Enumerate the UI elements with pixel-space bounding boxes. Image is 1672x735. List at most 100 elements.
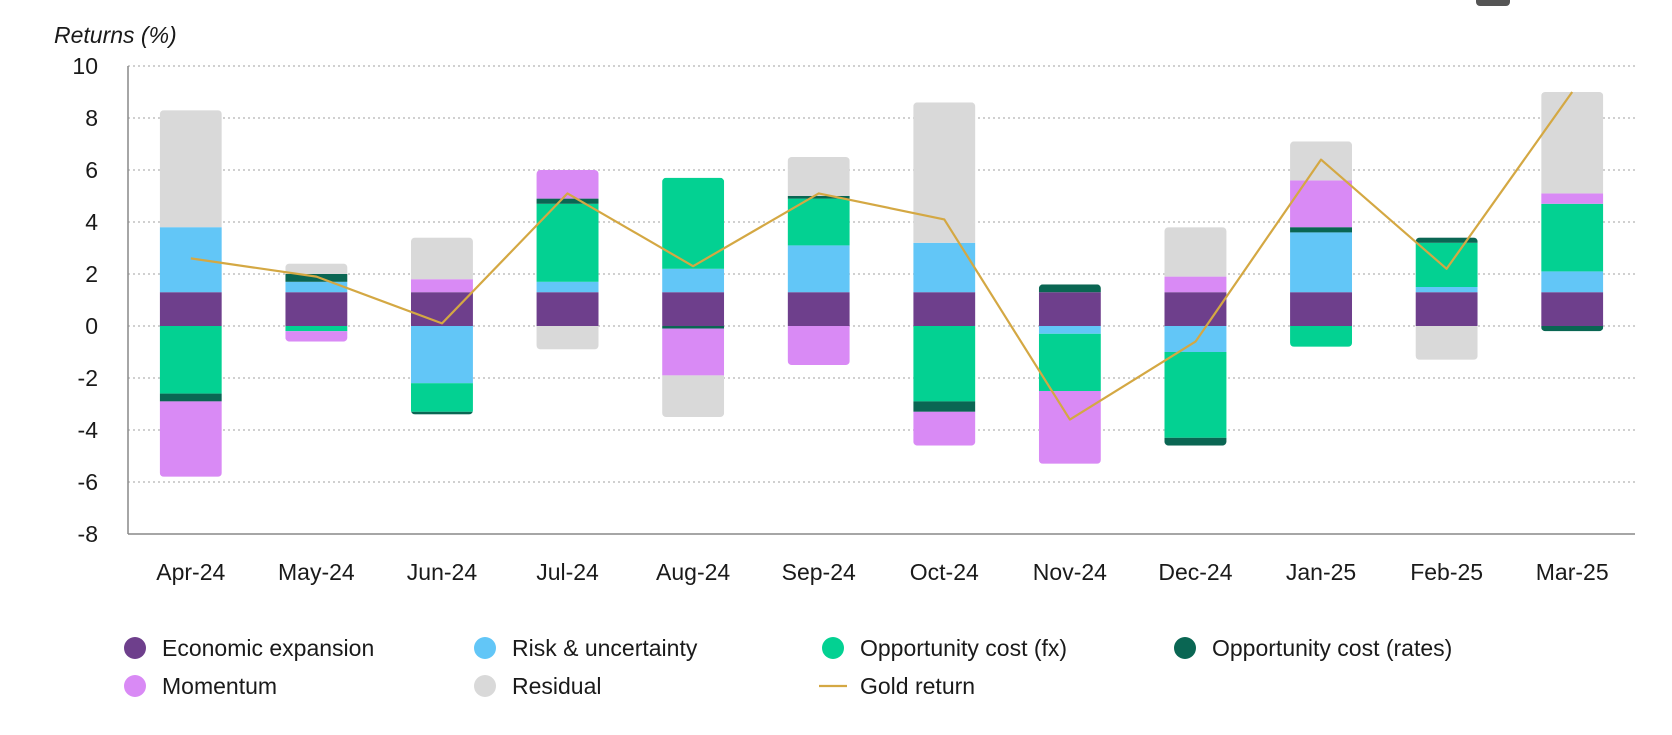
y-tick-label: 8	[85, 105, 98, 131]
bar-segment-residual	[1415, 326, 1478, 360]
bar-segment-momentum	[1541, 193, 1604, 204]
legend-swatch-dot	[822, 637, 844, 659]
bar-segment-opportunity-cost-rates	[1541, 326, 1604, 332]
bar-segment-economic-expansion	[787, 292, 850, 326]
legend-item-opportunity-cost-rates[interactable]: Opportunity cost (rates)	[1174, 635, 1452, 661]
x-tick-label: Nov-24	[1033, 559, 1107, 585]
legend-swatch-dot	[474, 675, 496, 697]
legend-label: Opportunity cost (fx)	[860, 635, 1067, 661]
bar-segment-economic-expansion	[1415, 292, 1478, 326]
bar-segment-opportunity-cost-rates	[1038, 284, 1101, 293]
legend-item-momentum[interactable]: Momentum	[124, 673, 277, 699]
bar-segment-opportunity-cost-fx	[662, 177, 725, 269]
bar-segment-residual	[662, 375, 725, 417]
bar-segment-opportunity-cost-fx	[1541, 203, 1604, 272]
y-tick-label: -2	[78, 365, 98, 391]
bar-segment-residual	[787, 157, 850, 196]
gold-return-line-group	[190, 91, 1574, 421]
bar-segment-residual	[1164, 227, 1227, 277]
legend-label: Opportunity cost (rates)	[1212, 635, 1452, 661]
bar-segment-opportunity-cost-fx	[285, 326, 348, 332]
bar-segment-residual	[1541, 92, 1604, 194]
axes	[127, 66, 1635, 535]
bar-stack-dec-24	[1164, 227, 1227, 446]
bar-segment-opportunity-cost-fx	[536, 203, 599, 282]
x-tick-label: Jun-24	[407, 559, 478, 585]
bar-segment-risk-uncertainty	[1541, 271, 1604, 293]
legend-label: Gold return	[860, 673, 975, 699]
bar-segment-residual	[285, 263, 348, 274]
bar-segment-economic-expansion	[410, 292, 473, 326]
x-tick-label: Jan-25	[1286, 559, 1356, 585]
bar-stack-nov-24	[1038, 284, 1101, 464]
bar-segment-opportunity-cost-rates	[1164, 437, 1227, 446]
x-tick-label: Mar-25	[1536, 559, 1609, 585]
legend-label: Residual	[512, 673, 602, 699]
bar-segment-economic-expansion	[913, 292, 976, 326]
bar-segment-residual	[536, 326, 599, 350]
bar-segment-opportunity-cost-fx	[159, 326, 222, 394]
bar-segment-opportunity-cost-rates	[662, 326, 725, 329]
bar-segment-risk-uncertainty	[1290, 232, 1353, 293]
bar-segment-residual	[159, 110, 222, 228]
bar-segment-opportunity-cost-fx	[1290, 326, 1353, 347]
bar-segment-risk-uncertainty	[662, 268, 725, 293]
bar-segment-economic-expansion	[536, 292, 599, 326]
bar-segment-momentum	[285, 331, 348, 342]
x-tick-label: Dec-24	[1158, 559, 1232, 585]
x-tick-label: Feb-25	[1410, 559, 1483, 585]
bar-stack-apr-24	[159, 110, 222, 477]
bar-segment-economic-expansion	[1290, 292, 1353, 326]
x-tick-label: Oct-24	[910, 559, 979, 585]
bar-segment-opportunity-cost-rates	[159, 393, 222, 402]
legend-item-residual[interactable]: Residual	[474, 673, 602, 699]
bar-segment-momentum	[662, 328, 725, 376]
bar-stack-jan-25	[1290, 141, 1353, 347]
x-tick-label: Apr-24	[156, 559, 225, 585]
legend-item-opportunity-cost-fx[interactable]: Opportunity cost (fx)	[822, 635, 1067, 661]
bar-segment-economic-expansion	[1164, 292, 1227, 326]
bar-segment-momentum	[1164, 276, 1227, 293]
legend-label: Momentum	[162, 673, 277, 699]
x-tick-label: Sep-24	[782, 559, 856, 585]
bar-segment-opportunity-cost-rates	[410, 411, 473, 415]
bar-stack-jul-24	[536, 170, 599, 350]
bar-segment-economic-expansion	[285, 292, 348, 326]
y-axis-ticks: 10 8 6 4 2 0 -2 -4 -6 -8	[72, 53, 98, 547]
bar-stack-sep-24	[787, 157, 850, 365]
bar-segment-risk-uncertainty	[1164, 326, 1227, 352]
x-tick-label: Jul-24	[536, 559, 599, 585]
bar-segment-risk-uncertainty	[159, 227, 222, 293]
bar-segment-economic-expansion	[1038, 292, 1101, 326]
legend-swatch-dot	[124, 675, 146, 697]
bar-segment-opportunity-cost-rates	[536, 198, 599, 204]
bar-segment-risk-uncertainty	[536, 281, 599, 293]
legend-swatch-dot	[1174, 637, 1196, 659]
bar-segment-opportunity-cost-rates	[1290, 227, 1353, 233]
legend-item-risk-uncertainty[interactable]: Risk & uncertainty	[474, 635, 698, 661]
bar-segment-risk-uncertainty	[787, 245, 850, 293]
y-tick-label: -6	[78, 469, 98, 495]
y-tick-label: -8	[78, 521, 98, 547]
y-tick-label: 2	[85, 261, 98, 287]
bar-segment-residual	[913, 102, 976, 243]
gold-return-line	[190, 91, 1574, 421]
legend-item-gold-return[interactable]: Gold return	[819, 673, 975, 699]
stacked-bars	[159, 92, 1604, 477]
bar-stack-feb-25	[1415, 237, 1478, 360]
y-tick-label: 10	[72, 53, 98, 79]
y-tick-label: 0	[85, 313, 98, 339]
bar-segment-opportunity-cost-rates	[913, 401, 976, 412]
legend-label: Risk & uncertainty	[512, 635, 698, 661]
bar-segment-economic-expansion	[662, 292, 725, 326]
bar-segment-economic-expansion	[1541, 292, 1604, 326]
legend-item-economic-expansion[interactable]: Economic expansion	[124, 635, 374, 661]
bar-segment-risk-uncertainty	[913, 242, 976, 293]
bar-stack-may-24	[285, 263, 348, 342]
bar-segment-momentum	[159, 401, 222, 477]
corner-menu-tab[interactable]	[1476, 0, 1510, 6]
y-tick-label: 4	[85, 209, 98, 235]
bar-segment-opportunity-cost-rates	[1415, 237, 1478, 243]
bar-segment-risk-uncertainty	[1415, 287, 1478, 293]
